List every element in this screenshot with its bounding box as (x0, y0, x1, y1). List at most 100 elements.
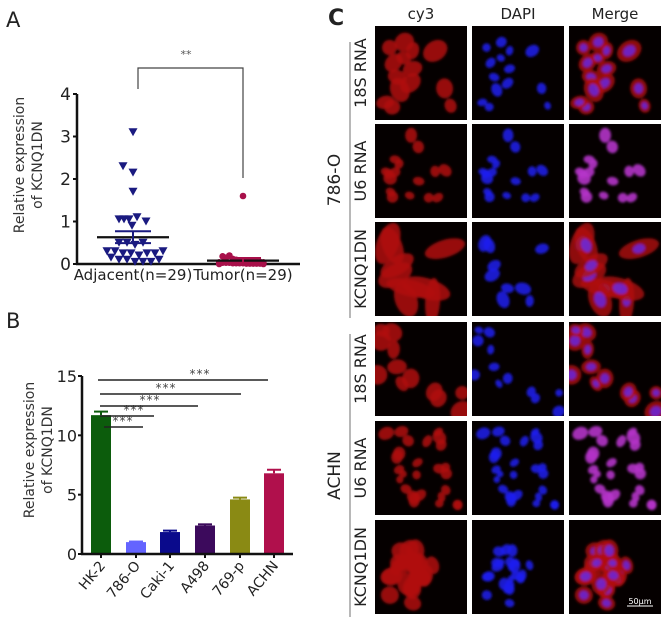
micrograph-dapi (472, 26, 564, 120)
cy3-cell (412, 470, 421, 480)
merge-nucleus (608, 559, 617, 567)
dapi-nucleus (490, 447, 502, 460)
merge-nucleus (617, 192, 628, 203)
dapi-nucleus (549, 500, 559, 510)
cy3-cell (412, 176, 425, 186)
dapi-nucleus (484, 268, 500, 282)
cy3-cell (376, 95, 395, 110)
chart-a-xtick-label: Adjacent(n=29) (74, 266, 193, 284)
merge-nucleus (600, 490, 614, 504)
cy3-cell (394, 426, 409, 438)
cy3-cell (423, 39, 448, 62)
row-label: U6 RNA (351, 140, 370, 201)
merge-nucleus (583, 58, 593, 68)
chart-b-xtick-label: Caki-1 (137, 558, 178, 602)
dapi-nucleus (477, 98, 488, 107)
merge-nucleus (586, 446, 600, 461)
chart-a-point-tumor (239, 192, 247, 200)
chart-a-point-adjacent (150, 249, 160, 258)
merge-nucleus (603, 46, 610, 55)
merge-nucleus (580, 238, 592, 253)
chart-b-ylabel-line2: of KCNQ1DN (40, 406, 56, 494)
chart-a-point-adjacent (122, 255, 132, 264)
dapi-nucleus (496, 54, 505, 62)
merge-nucleus (574, 99, 584, 106)
merge-nucleus (594, 484, 606, 494)
micrograph-cells (476, 426, 560, 510)
merge-nucleus (588, 426, 603, 438)
dapi-nucleus (530, 428, 540, 436)
merge-nucleus (580, 571, 592, 581)
chart-b-ytick-label: 15 (57, 367, 77, 386)
dapi-nucleus (510, 570, 522, 581)
chart-a-point-adjacent (130, 240, 140, 249)
cy3-cell (382, 39, 398, 56)
chart-b-significance-label: *** (113, 414, 134, 428)
cy3-cell (430, 165, 440, 178)
merge-nucleus (635, 485, 645, 496)
cy3-cell (436, 78, 454, 99)
merge-nucleus (606, 176, 619, 186)
micrograph-cells (375, 323, 467, 416)
merge-nucleus (602, 599, 611, 607)
cy3-cell (425, 556, 440, 575)
dapi-nucleus (493, 476, 501, 484)
micrograph-cells (570, 32, 651, 115)
merge-nucleus (600, 373, 610, 384)
micrograph-cells (574, 127, 646, 203)
merge-nucleus (596, 578, 607, 590)
chart-a-point-adjacent (141, 217, 151, 226)
chart-a-point-tumor (215, 260, 223, 268)
cy3-cell (397, 572, 417, 595)
chart-b-bar-caki-1 (160, 532, 180, 554)
merge-nucleus (599, 127, 612, 143)
cy3-cell (423, 192, 434, 203)
micrograph-cells (569, 323, 661, 416)
merge-nucleus (592, 380, 600, 388)
cy3-cell (402, 61, 423, 77)
micrograph-cy3 (375, 520, 467, 614)
merge-nucleus (629, 439, 641, 451)
dapi-nucleus (505, 45, 514, 56)
micrograph-dapi (472, 520, 564, 614)
merge-nucleus (627, 427, 638, 437)
cy3-cell (433, 463, 445, 474)
merge-nucleus (606, 470, 615, 480)
micrograph-merge (569, 222, 661, 316)
dapi-nucleus (484, 102, 494, 112)
chart-a-point-adjacent (124, 215, 134, 224)
micrograph-merge (569, 520, 661, 614)
row-label: KCNQ1DN (351, 229, 370, 309)
dapi-nucleus (480, 172, 494, 185)
micrograph-dapi (472, 124, 564, 218)
merge-nucleus (584, 345, 591, 354)
cy3-cell (412, 140, 424, 154)
dapi-nucleus (504, 598, 515, 608)
merge-nucleus (623, 560, 630, 570)
micrograph-cy3 (375, 26, 467, 120)
cy3-cell (383, 172, 397, 185)
cy3-cell (452, 499, 463, 510)
micrograph-merge (569, 26, 661, 120)
dapi-nucleus (536, 164, 548, 176)
merge-nucleus (608, 571, 619, 580)
cy3-cell (380, 586, 399, 604)
chart-a-point-adjacent (126, 249, 136, 258)
dapi-nucleus (481, 590, 492, 601)
chart-b-significance-label: *** (190, 367, 211, 381)
chart-b-significance-label: *** (156, 381, 177, 395)
chart-b-xtick-label: ACHN (244, 558, 282, 599)
chart-a-significance-label: ** (181, 48, 193, 61)
chart-b-significance-label: *** (140, 393, 161, 407)
merge-nucleus (579, 43, 588, 52)
dapi-nucleus (496, 291, 510, 309)
micrograph-merge (569, 322, 661, 416)
merge-nucleus (646, 499, 657, 510)
dapi-nucleus (532, 499, 541, 508)
panel-label-b: B (6, 309, 21, 333)
dapi-nucleus (525, 44, 540, 58)
merge-nucleus (652, 389, 660, 397)
dapi-nucleus (488, 72, 500, 82)
merge-nucleus (596, 435, 608, 447)
micrograph-cells (574, 539, 634, 611)
